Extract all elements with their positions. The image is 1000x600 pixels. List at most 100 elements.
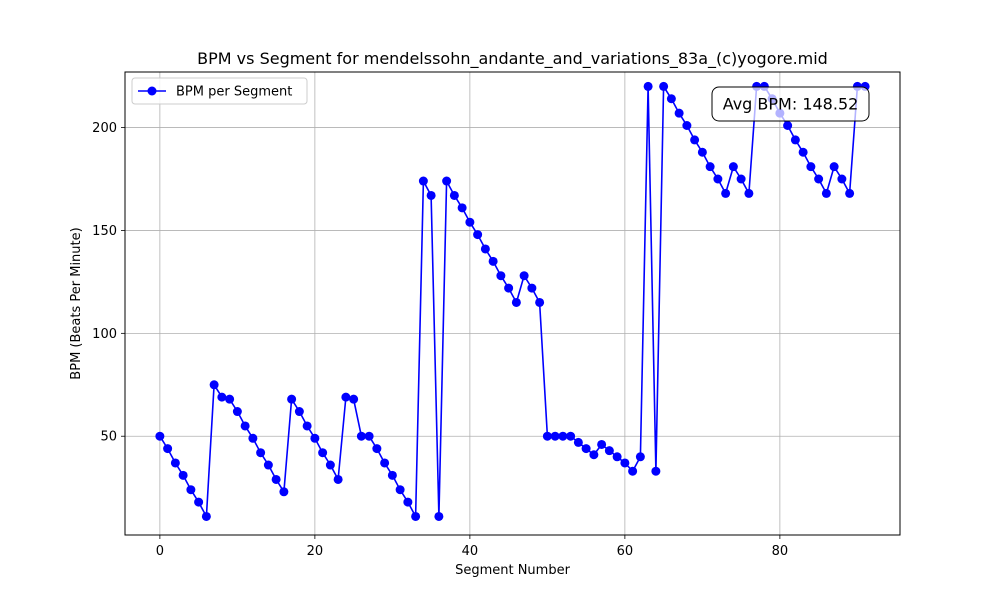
data-point <box>620 458 630 468</box>
plot-area-frame <box>124 71 901 536</box>
data-point <box>558 431 568 441</box>
data-point <box>232 407 242 417</box>
data-point <box>194 497 204 507</box>
data-point <box>728 162 738 172</box>
data-point <box>248 433 258 443</box>
data-point <box>349 394 359 404</box>
data-point <box>721 188 731 198</box>
data-point <box>744 188 754 198</box>
data-point <box>263 460 273 470</box>
legend-box <box>131 77 308 105</box>
data-point <box>612 452 622 462</box>
data-point <box>504 283 514 293</box>
data-point <box>434 511 444 521</box>
data-point <box>783 121 793 131</box>
axis-ticks: 0 20 40 60 80 50 100 150 200 <box>92 121 788 559</box>
data-point <box>186 485 196 495</box>
data-point <box>597 439 607 449</box>
data-point <box>240 421 250 431</box>
x-tick-label: 80 <box>772 544 789 559</box>
data-point <box>318 448 328 458</box>
legend-marker-swatch <box>147 86 157 96</box>
y-tick-label: 200 <box>92 121 117 136</box>
data-point <box>573 437 583 447</box>
data-point <box>201 511 211 521</box>
data-point <box>519 271 529 281</box>
series-markers <box>155 81 870 521</box>
y-tick-label: 50 <box>100 430 117 445</box>
data-point <box>372 444 382 454</box>
data-point <box>837 174 847 184</box>
data-point <box>209 380 219 390</box>
data-point <box>271 474 281 484</box>
data-point <box>643 81 653 91</box>
data-point <box>279 487 289 497</box>
data-point <box>449 190 459 200</box>
data-point <box>488 256 498 266</box>
data-point <box>496 271 506 281</box>
data-point <box>465 217 475 227</box>
data-point <box>821 188 831 198</box>
data-point <box>473 230 483 240</box>
data-point <box>155 431 165 441</box>
data-point <box>697 147 707 157</box>
data-point <box>426 190 436 200</box>
data-point <box>814 174 824 184</box>
avg-bpm-annotation: Avg BPM: 148.52 <box>711 86 870 122</box>
data-point <box>666 94 676 104</box>
data-point <box>566 431 576 441</box>
legend-entry-bpm-per-segment: BPM per Segment <box>176 85 292 100</box>
data-point <box>527 283 537 293</box>
data-point <box>364 431 374 441</box>
data-point <box>225 394 235 404</box>
data-point <box>535 297 545 307</box>
series-layer <box>155 81 870 521</box>
data-point <box>256 448 266 458</box>
x-tick-label: 0 <box>156 544 164 559</box>
avg-bpm-text: Avg BPM: 148.52 <box>723 95 859 114</box>
data-point <box>442 176 452 186</box>
data-point <box>542 431 552 441</box>
data-point <box>845 188 855 198</box>
chart-title: BPM vs Segment for mendelssohn_andante_a… <box>197 49 828 69</box>
data-point <box>310 433 320 443</box>
data-point <box>581 444 591 454</box>
data-point <box>170 458 180 468</box>
y-tick-label: 150 <box>92 224 117 239</box>
x-tick-label: 60 <box>617 544 634 559</box>
data-point <box>705 162 715 172</box>
data-point <box>736 174 746 184</box>
data-point <box>682 121 692 131</box>
data-point <box>550 431 560 441</box>
y-tick-label: 100 <box>92 327 117 342</box>
data-point <box>790 135 800 145</box>
x-tick-label: 40 <box>462 544 479 559</box>
data-point <box>589 450 599 460</box>
data-point <box>635 452 645 462</box>
data-point <box>356 431 366 441</box>
data-point <box>628 466 638 476</box>
data-point <box>690 135 700 145</box>
avg-bpm-box <box>711 86 870 122</box>
data-point <box>395 485 405 495</box>
data-point <box>403 497 413 507</box>
data-point <box>604 446 614 456</box>
x-tick-label: 20 <box>307 544 324 559</box>
data-point <box>163 444 173 454</box>
data-point <box>341 392 351 402</box>
data-point <box>411 511 421 521</box>
data-point <box>418 176 428 186</box>
data-point <box>287 394 297 404</box>
data-point <box>380 458 390 468</box>
data-point <box>387 470 397 480</box>
data-point <box>217 392 227 402</box>
data-point <box>333 474 343 484</box>
grid-lines <box>125 72 900 535</box>
data-point <box>829 162 839 172</box>
data-point <box>674 108 684 118</box>
data-point <box>806 162 816 172</box>
legend: BPM per Segment <box>131 77 308 105</box>
data-point <box>659 81 669 91</box>
data-point <box>178 470 188 480</box>
